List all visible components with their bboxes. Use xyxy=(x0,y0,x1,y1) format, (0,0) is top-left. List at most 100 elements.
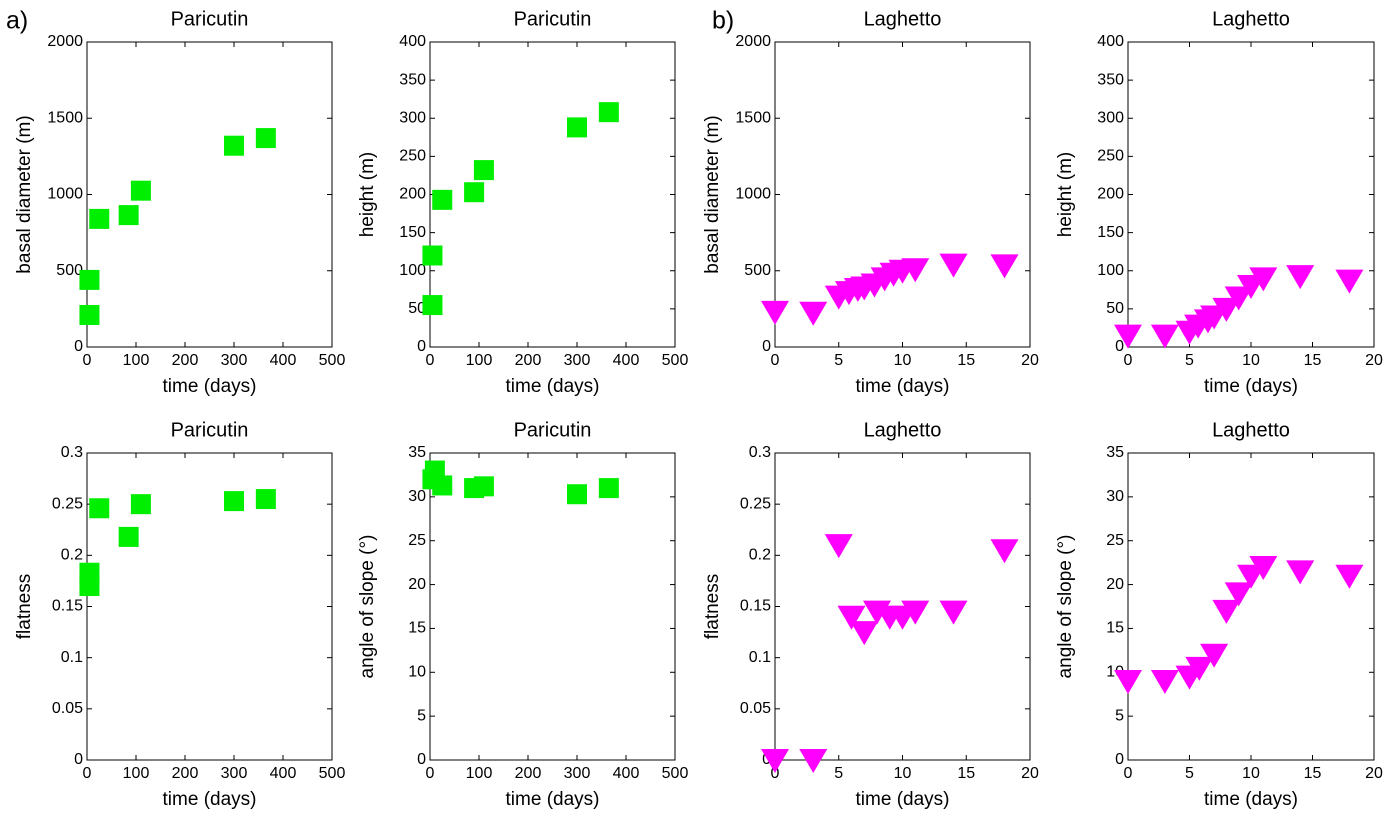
y-tick-label: 0.15 xyxy=(740,598,771,615)
y-tick-label: 0 xyxy=(417,751,426,768)
x-tick-label: 0 xyxy=(1124,765,1133,782)
marker xyxy=(939,253,968,278)
marker xyxy=(255,128,276,149)
marker xyxy=(1335,269,1364,294)
x-tick-label: 10 xyxy=(1242,765,1260,782)
y-tick-label: 20 xyxy=(1106,576,1124,593)
y-tick-label: 0 xyxy=(1115,338,1124,355)
marker xyxy=(598,478,619,499)
y-axis-label: angle of slope (°) xyxy=(1055,535,1076,679)
y-tick-label: 0.05 xyxy=(52,700,83,717)
x-tick-label: 200 xyxy=(172,765,199,782)
x-tick-label: 0 xyxy=(1124,352,1133,369)
y-tick-label: 1000 xyxy=(735,186,771,203)
plot-frame xyxy=(86,452,333,761)
x-tick-label: 200 xyxy=(515,352,542,369)
y-tick-label: 30 xyxy=(408,488,426,505)
y-tick-label: 300 xyxy=(399,109,426,126)
marker xyxy=(89,498,110,519)
x-axis-label: time (days) xyxy=(1204,376,1298,397)
chart-title: Paricutin xyxy=(514,419,592,441)
chart-title: Laghetto xyxy=(864,419,942,441)
x-tick-label: 100 xyxy=(466,765,493,782)
y-axis-label: flatness xyxy=(702,574,723,639)
x-tick-label: 300 xyxy=(221,765,248,782)
y-tick-label: 250 xyxy=(399,148,426,165)
marker xyxy=(990,539,1019,564)
marker xyxy=(1224,286,1253,311)
x-tick-label: 400 xyxy=(613,765,640,782)
x-tick-label: 5 xyxy=(834,765,843,782)
x-tick-label: 100 xyxy=(123,765,150,782)
plot-frame xyxy=(429,452,676,761)
chart-title: Paricutin xyxy=(514,8,592,30)
plot-frame xyxy=(1127,41,1375,348)
marker xyxy=(1335,564,1364,589)
y-tick-label: 200 xyxy=(399,186,426,203)
y-axis-label: basal diameter (m) xyxy=(14,115,35,273)
y-tick-label: 0 xyxy=(1115,751,1124,768)
y-tick-label: 2000 xyxy=(735,33,771,50)
marker xyxy=(464,182,485,203)
marker xyxy=(901,600,930,625)
y-tick-label: 200 xyxy=(1097,186,1124,203)
y-tick-label: 500 xyxy=(56,262,83,279)
x-tick-label: 20 xyxy=(1365,765,1383,782)
y-tick-label: 0.1 xyxy=(61,649,83,666)
x-tick-label: 10 xyxy=(1242,352,1260,369)
y-tick-label: 0.25 xyxy=(740,495,771,512)
x-tick-label: 5 xyxy=(834,352,843,369)
x-tick-label: 500 xyxy=(319,765,346,782)
marker xyxy=(79,269,100,290)
marker xyxy=(473,160,494,181)
y-tick-label: 350 xyxy=(1097,71,1124,88)
y-axis-label: basal diameter (m) xyxy=(702,115,723,273)
y-tick-label: 0.2 xyxy=(749,547,771,564)
marker xyxy=(118,205,139,226)
x-tick-label: 500 xyxy=(662,765,689,782)
x-tick-label: 0 xyxy=(83,765,92,782)
marker xyxy=(761,300,789,325)
y-tick-label: 5 xyxy=(1115,707,1124,724)
y-tick-label: 1000 xyxy=(47,186,83,203)
x-tick-label: 400 xyxy=(270,352,297,369)
x-axis-label: time (days) xyxy=(856,789,950,810)
x-tick-label: 100 xyxy=(466,352,493,369)
y-tick-label: 50 xyxy=(1106,300,1124,317)
x-tick-label: 20 xyxy=(1365,352,1383,369)
marker xyxy=(130,494,151,515)
panel-label: a) xyxy=(6,7,28,35)
y-tick-label: 30 xyxy=(1106,488,1124,505)
marker xyxy=(1212,297,1241,322)
x-tick-label: 20 xyxy=(1021,352,1039,369)
y-tick-label: 0.2 xyxy=(61,547,83,564)
marker xyxy=(79,576,100,597)
y-tick-label: 5 xyxy=(417,707,426,724)
x-tick-label: 0 xyxy=(771,352,780,369)
y-tick-label: 15 xyxy=(408,620,426,637)
x-axis-label: time (days) xyxy=(506,376,600,397)
marker xyxy=(1212,599,1241,624)
y-tick-label: 1500 xyxy=(47,109,83,126)
y-tick-label: 2000 xyxy=(47,33,83,50)
x-axis-label: time (days) xyxy=(1204,789,1298,810)
y-tick-label: 20 xyxy=(408,576,426,593)
marker xyxy=(422,295,443,316)
y-tick-label: 0 xyxy=(762,338,771,355)
marker xyxy=(224,135,244,156)
y-tick-label: 0 xyxy=(417,338,426,355)
marker xyxy=(79,304,100,325)
x-tick-label: 200 xyxy=(515,765,542,782)
y-tick-label: 10 xyxy=(408,664,426,681)
x-tick-label: 500 xyxy=(319,352,346,369)
marker xyxy=(1185,656,1214,681)
marker xyxy=(824,534,853,559)
x-axis-label: time (days) xyxy=(163,789,257,810)
x-tick-label: 0 xyxy=(83,352,92,369)
x-tick-label: 15 xyxy=(1304,765,1322,782)
y-axis-label: flatness xyxy=(14,574,35,639)
y-tick-label: 35 xyxy=(1106,444,1124,461)
marker xyxy=(799,301,828,326)
y-tick-label: 0 xyxy=(74,338,83,355)
